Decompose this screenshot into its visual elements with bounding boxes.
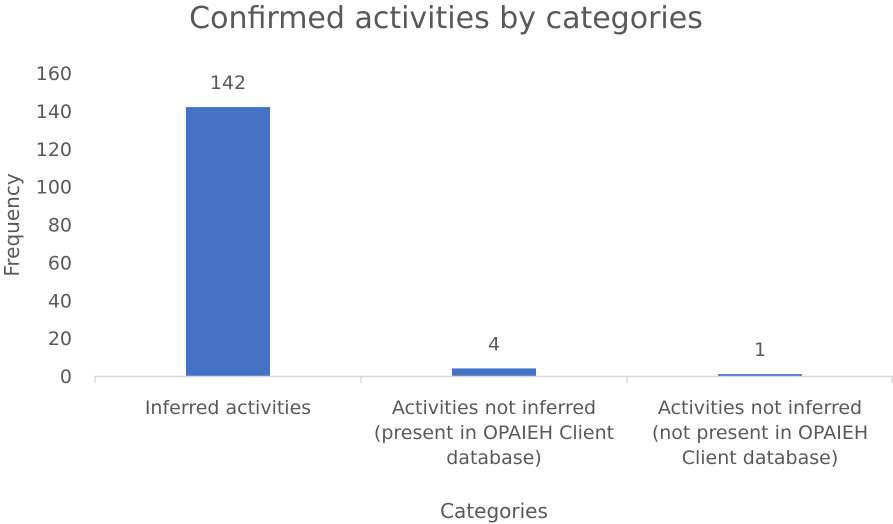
y-tick-label: 100 [36,177,72,199]
data-label: 4 [488,333,500,355]
y-tick-label: 80 [48,215,72,237]
x-tick-label: Inferred activities [144,397,312,419]
x-tick-label: Activities not inferred (not present in … [651,397,869,469]
y-tick-label: 60 [48,252,72,274]
bar [186,107,270,377]
data-label: 142 [210,72,246,94]
x-tick-label: Activities not inferred (present in OPAI… [373,397,615,469]
y-tick-label: 40 [48,290,72,312]
y-tick-label: 0 [60,366,72,388]
bar [718,374,802,376]
y-tick-label: 20 [48,328,72,350]
y-tick-label: 120 [36,139,72,161]
y-tick-label: 160 [36,63,72,85]
y-tick-label: 140 [36,101,72,123]
data-label: 1 [754,339,766,361]
x-axis-label: Categories [440,499,548,523]
chart-title: Confirmed activities by categories [189,1,703,36]
y-axis-label: Frequency [0,173,24,276]
bar [452,368,536,376]
